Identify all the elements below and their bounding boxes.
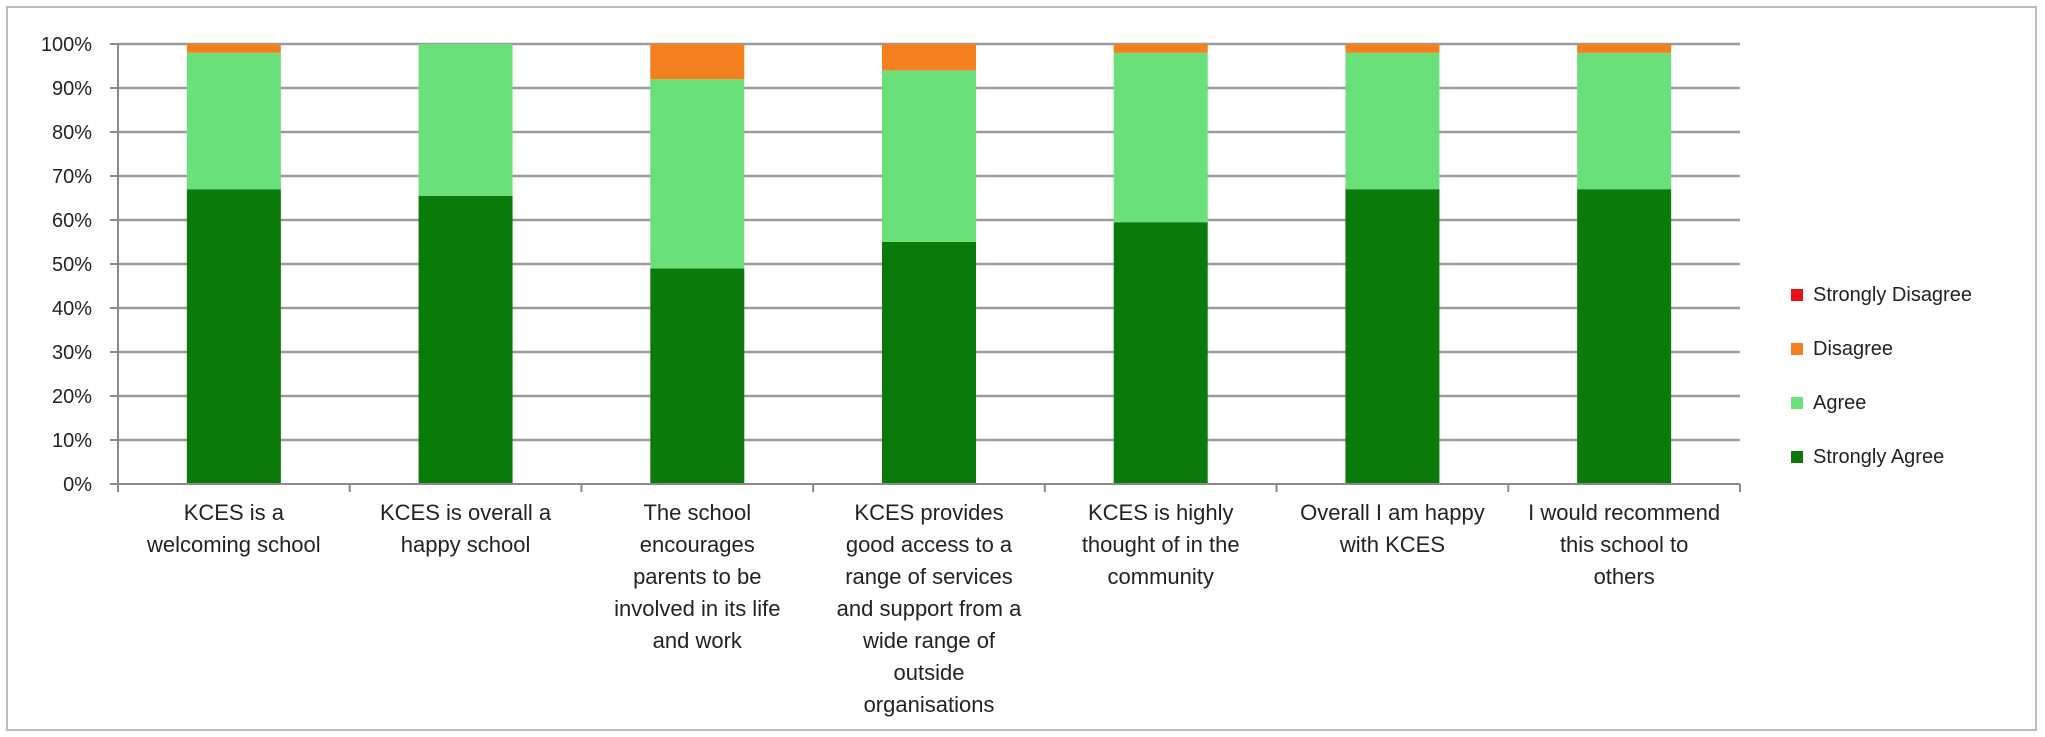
y-tick-label: 90%: [52, 78, 92, 100]
bar-segment-strongly-agree: [418, 195, 513, 485]
bar-segment-strongly-agree: [1345, 189, 1440, 484]
x-category-label: KCES provides good access to a range of se…: [837, 500, 1022, 717]
x-category-label: KCES is a welcoming school: [146, 500, 321, 557]
x-category-label: KCES is overall a happy school: [380, 500, 552, 557]
bar-segment-agree: [186, 52, 281, 190]
labels: 0% 10% 20% 30% 40% 50% 60% 70% 80% 90% 100% KCES is…: [41, 34, 1720, 717]
x-category-label-line: KCES provides: [854, 500, 1003, 525]
legend-swatch: [1791, 397, 1803, 409]
x-category-label-line: this school to: [1560, 532, 1688, 557]
legend: Strongly Disagree Disagree Agree Strongly A…: [1791, 284, 1972, 468]
x-category-label-line: happy school: [401, 532, 531, 557]
bar-segment-agree: [418, 44, 513, 196]
x-category-label-line: range of services: [845, 564, 1013, 589]
bar-segment-disagree: [650, 44, 745, 80]
x-category-label: The school encourages parents to be involve…: [614, 500, 780, 653]
axes: [110, 43, 1741, 492]
x-category-label-line: KCES is highly: [1088, 500, 1234, 525]
bar-segment-agree: [1577, 52, 1672, 190]
legend-swatch: [1791, 289, 1803, 301]
x-category-label-line: with KCES: [1339, 532, 1445, 557]
legend-swatch: [1791, 343, 1803, 355]
bar-segment-agree: [650, 79, 745, 269]
y-tick-label: 30%: [52, 342, 92, 364]
bar-segment-agree: [882, 70, 976, 243]
legend-label: Disagree: [1813, 338, 1893, 360]
bar-segment-disagree: [1345, 44, 1440, 53]
x-category-label: Overall I am happy with KCES: [1300, 500, 1485, 557]
x-category-label-line: thought of in the: [1082, 532, 1240, 557]
x-category-label-line: Overall I am happy: [1300, 500, 1485, 525]
x-category-label-line: wide range of: [862, 628, 996, 653]
x-category-label: I would recommend this school to others: [1528, 500, 1720, 589]
x-category-label: KCES is highly thought of in the community: [1082, 500, 1240, 589]
x-category-label-line: organisations: [864, 692, 995, 717]
bar-segment-agree: [1345, 52, 1440, 190]
y-tick-label: 0%: [63, 474, 92, 496]
x-category-label-line: community: [1108, 564, 1214, 589]
legend-label: Agree: [1813, 392, 1866, 414]
x-category-label-line: welcoming school: [146, 532, 321, 557]
x-category-label-line: I would recommend: [1528, 500, 1720, 525]
x-category-label-line: and work: [653, 628, 743, 653]
y-tick-label: 80%: [52, 122, 92, 144]
bar-segment-disagree: [186, 44, 281, 53]
chart-frame: [6, 6, 2037, 731]
bars: [186, 44, 1672, 485]
y-tick-label: 60%: [52, 210, 92, 232]
x-category-label-line: KCES is a: [184, 500, 285, 525]
x-category-label-line: others: [1594, 564, 1655, 589]
legend-swatch: [1791, 451, 1803, 463]
y-tick-label: 20%: [52, 386, 92, 408]
bar-segment-strongly-agree: [650, 268, 745, 484]
y-tick-label: 40%: [52, 298, 92, 320]
x-category-label-line: and support from a: [837, 596, 1022, 621]
bar-segment-disagree: [1577, 44, 1672, 53]
bar-segment-strongly-agree: [1113, 222, 1208, 484]
bar-segment-strongly-agree: [882, 242, 976, 484]
bar-segment-agree: [1113, 52, 1208, 223]
y-tick-label: 70%: [52, 166, 92, 188]
x-category-label-line: The school: [643, 500, 751, 525]
x-category-label-line: encourages: [640, 532, 755, 557]
y-tick-label: 10%: [52, 430, 92, 452]
y-tick-label: 50%: [52, 254, 92, 276]
x-category-label-line: parents to be: [633, 564, 761, 589]
bar-segment-strongly-agree: [186, 189, 281, 484]
x-category-label-line: KCES is overall a: [380, 500, 552, 525]
bar-segment-disagree: [1113, 44, 1208, 53]
legend-label: Strongly Agree: [1813, 446, 1944, 468]
legend-label: Strongly Disagree: [1813, 284, 1972, 306]
y-tick-label: 100%: [41, 34, 92, 56]
bar-segment-disagree: [882, 44, 976, 71]
x-category-label-line: outside: [894, 660, 965, 685]
x-category-label-line: involved in its life: [614, 596, 780, 621]
x-category-label-line: good access to a: [846, 532, 1013, 557]
bar-segment-strongly-agree: [1577, 189, 1672, 484]
